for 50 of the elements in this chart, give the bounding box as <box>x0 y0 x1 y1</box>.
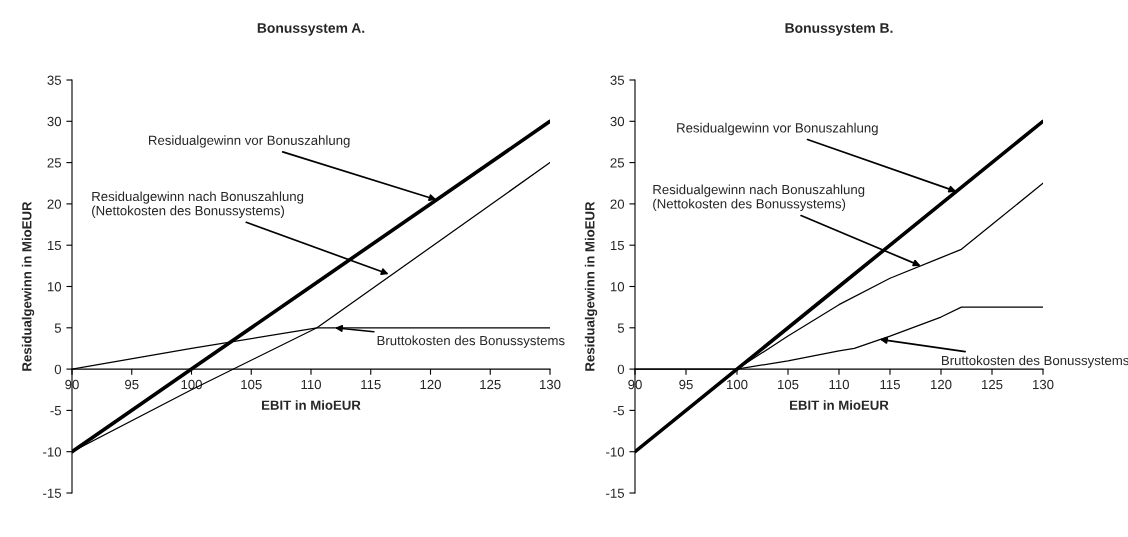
x-tick-label: 120 <box>420 379 441 390</box>
y-axis-title: Residualgewinn in MioEUR <box>584 201 598 371</box>
y-tick-label: 35 <box>610 75 625 85</box>
x-axis-title: EBIT in MioEUR <box>262 400 361 410</box>
y-tick-label: -10 <box>43 447 62 457</box>
x-axis-title: EBIT in MioEUR <box>790 400 889 410</box>
x-tick-label: 125 <box>480 379 501 390</box>
x-tick-label: 115 <box>880 380 900 390</box>
y-tick-label: -5 <box>50 406 62 416</box>
y-tick-label: -10 <box>606 447 625 457</box>
y-tick-label: 5 <box>54 323 62 333</box>
y-tick-label: 20 <box>47 199 62 209</box>
y-tick-label: 15 <box>47 240 62 251</box>
y-tick-label: 25 <box>610 158 625 168</box>
annotation: Residualgewinn vor Bonuszahlung <box>677 122 878 136</box>
x-tick-label: 105 <box>241 379 262 390</box>
x-tick-label: 100 <box>727 379 748 390</box>
annotation: Residualgewinn vor Bonuszahlung <box>149 135 350 148</box>
x-tick-label: 105 <box>778 379 799 390</box>
x-tick-label: 110 <box>829 379 850 390</box>
y-tick-label: 30 <box>47 116 62 127</box>
y-tick-label: -15 <box>43 488 62 498</box>
y-tick-label: 15 <box>610 240 625 251</box>
annotation: Bruttokosten des Bonussystems <box>941 355 1128 368</box>
x-tick-label: 115 <box>361 380 381 390</box>
annotation: Bruttokosten des Bonussystems <box>377 335 565 348</box>
x-tick-label: 130 <box>1033 379 1054 390</box>
chart-title: Bonussystem A. <box>257 23 365 36</box>
x-tick-label: 125 <box>982 379 1003 390</box>
y-tick-label: -15 <box>606 488 625 498</box>
x-tick-label: 110 <box>301 379 322 390</box>
annotation: Residualgewinn nach Bonuszahlung (Nettokosten des Bonussystems) <box>92 191 304 218</box>
y-tick-label: -5 <box>613 406 625 416</box>
y-tick-label: 35 <box>47 75 62 85</box>
y-tick-label: 0 <box>617 364 625 375</box>
x-tick-label: 95 <box>125 379 139 390</box>
y-tick-label: 25 <box>47 158 62 168</box>
x-tick-label: 100 <box>181 379 202 390</box>
y-tick-label: 5 <box>617 323 625 333</box>
y-axis-title: Residualgewinn in MioEUR <box>21 201 35 371</box>
chart-title: Bonussystem B. <box>785 23 893 36</box>
y-tick-label: 10 <box>610 282 625 292</box>
y-tick-label: 20 <box>610 199 625 209</box>
x-tick-label: 120 <box>931 379 952 390</box>
annotation: Residualgewinn nach Bonuszahlung (Nettokosten des Bonussystems) <box>653 184 865 212</box>
x-tick-label: 130 <box>540 379 561 390</box>
y-tick-label: 10 <box>47 282 62 292</box>
x-tick-label: 95 <box>679 379 693 390</box>
y-tick-label: 30 <box>610 116 625 127</box>
y-tick-label: 0 <box>54 364 62 375</box>
